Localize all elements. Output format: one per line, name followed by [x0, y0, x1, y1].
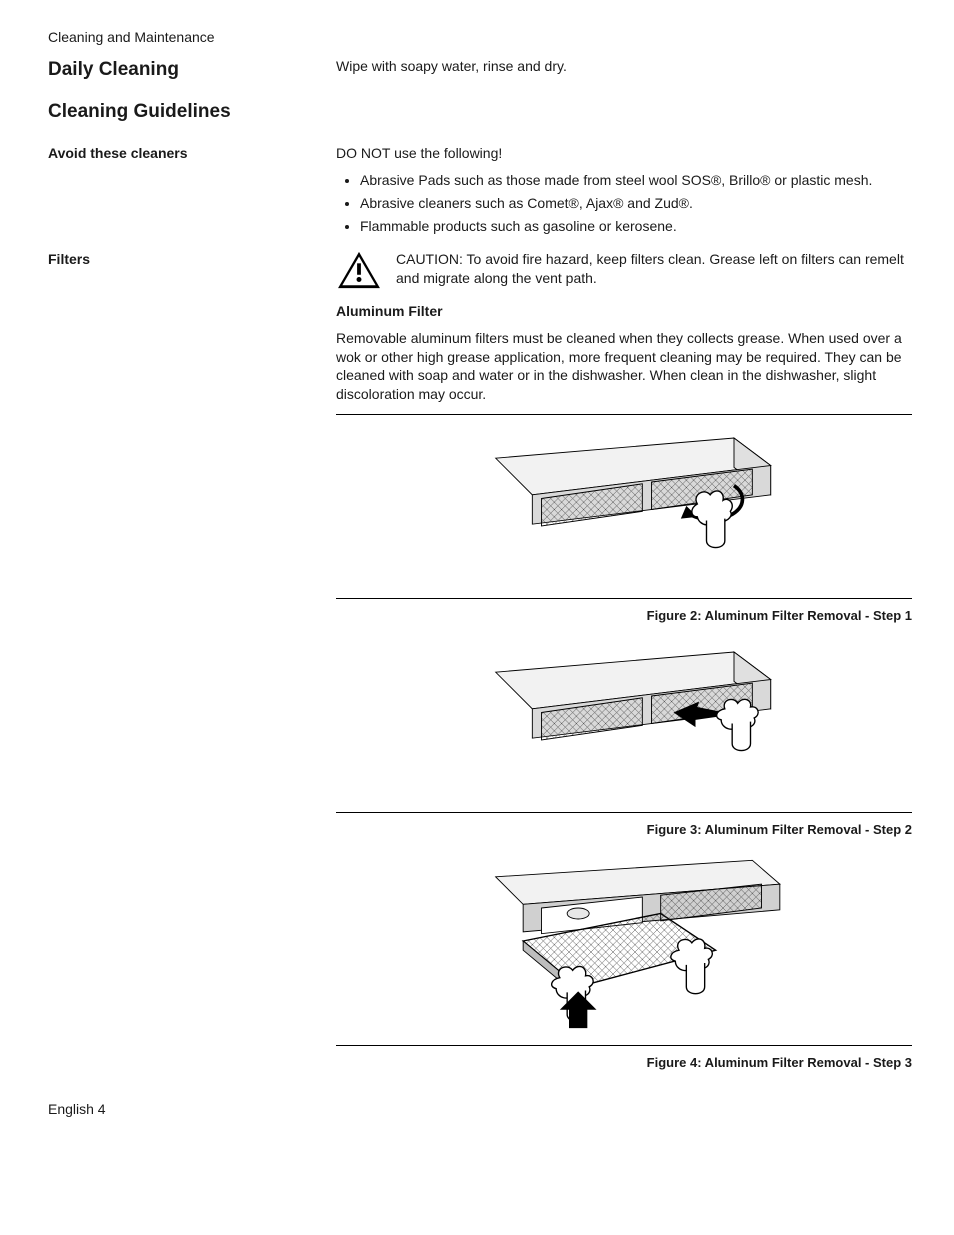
caution-text: CAUTION: To avoid fire hazard, keep filt… [396, 250, 912, 288]
avoid-lead-text: DO NOT use the following! [336, 144, 912, 163]
figure-3-caption: Figure 3: Aluminum Filter Removal - Step… [336, 821, 912, 839]
daily-cleaning-heading: Daily Cleaning [48, 57, 316, 83]
figure-4-caption: Figure 4: Aluminum Filter Removal - Step… [336, 1054, 912, 1072]
avoid-item: Abrasive cleaners such as Comet®, Ajax® … [360, 194, 912, 213]
figure-3-illustration [459, 633, 789, 803]
figure-2-caption: Figure 2: Aluminum Filter Removal - Step… [336, 607, 912, 625]
avoid-list: Abrasive Pads such as those made from st… [336, 171, 912, 236]
aluminum-filter-body: Removable aluminum filters must be clean… [336, 329, 912, 405]
avoid-item: Abrasive Pads such as those made from st… [360, 171, 912, 190]
page-footer: English 4 [48, 1100, 912, 1119]
warning-icon [336, 250, 382, 290]
daily-cleaning-text: Wipe with soapy water, rinse and dry. [336, 57, 912, 76]
avoid-item: Flammable products such as gasoline or k… [360, 217, 912, 236]
cleaning-guidelines-heading: Cleaning Guidelines [48, 99, 316, 125]
figure-4-illustration [459, 846, 789, 1036]
aluminum-filter-heading: Aluminum Filter [336, 302, 912, 321]
filters-label: Filters [48, 250, 316, 269]
avoid-label: Avoid these cleaners [48, 144, 316, 163]
section-breadcrumb: Cleaning and Maintenance [48, 28, 912, 47]
figure-2-illustration [459, 419, 789, 589]
